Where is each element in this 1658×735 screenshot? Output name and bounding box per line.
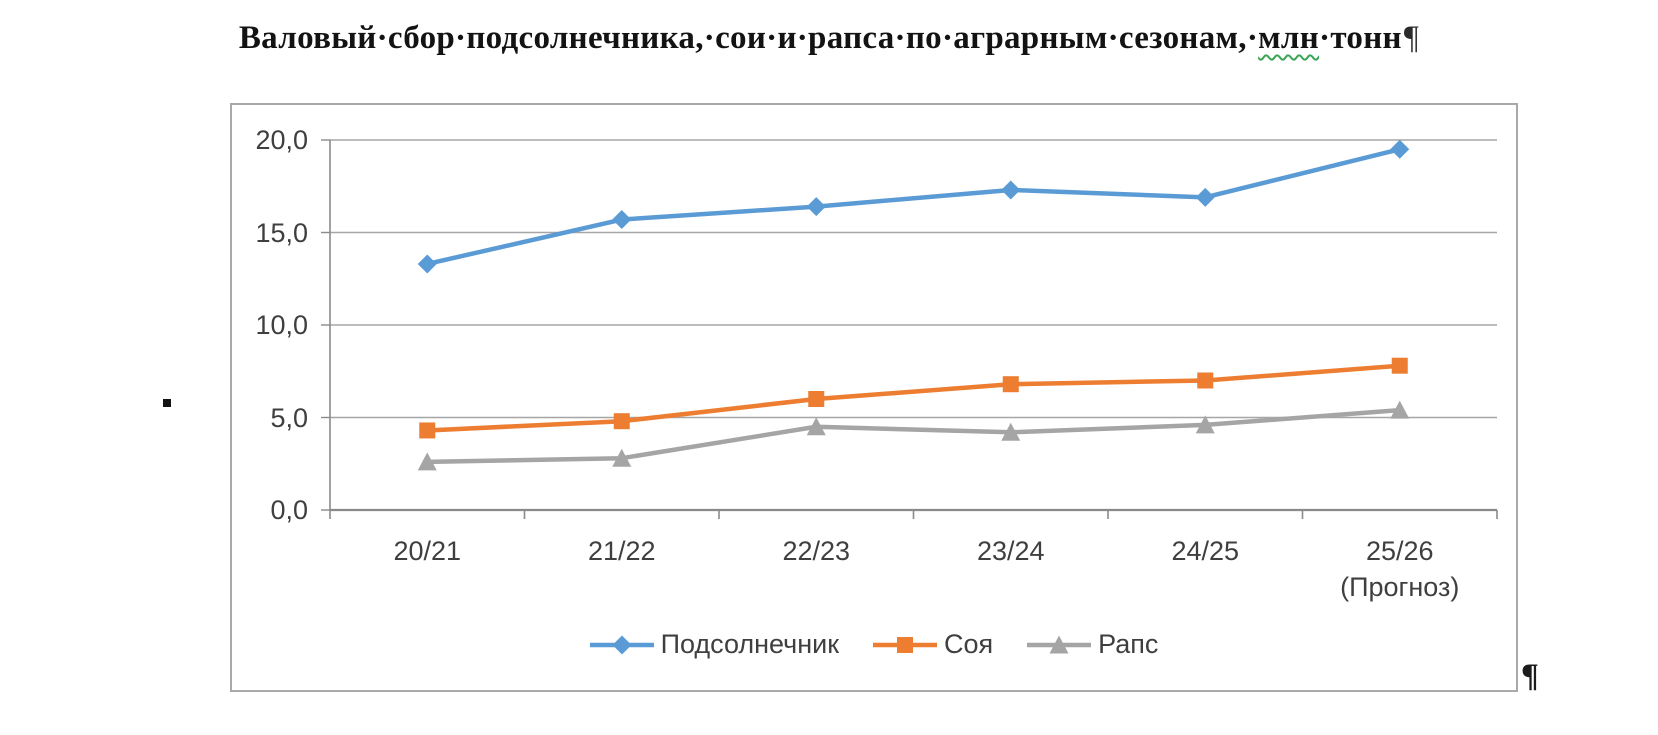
diamond-marker-icon xyxy=(589,635,654,654)
x-axis-category-label: 24/25 xyxy=(1171,536,1240,566)
document-title: Валовый·сбор·подсолнечника,·сои·и·рапса·… xyxy=(0,20,1658,57)
title-text-end: ·тонн xyxy=(1319,20,1402,56)
y-axis-tick-label: 0,0 xyxy=(270,495,308,525)
y-axis-tick-label: 15,0 xyxy=(255,217,308,248)
paragraph-mark-end-icon: ¶ xyxy=(1521,658,1539,694)
legend-label: Подсолнечник xyxy=(660,629,840,659)
paragraph-mark-icon: ¶ xyxy=(1403,20,1420,56)
legend-label: Рапс xyxy=(1098,629,1159,659)
x-axis-category-label: 21/22 xyxy=(587,536,656,566)
x-axis-category-label: 23/24 xyxy=(976,536,1045,566)
triangle-marker-icon xyxy=(1027,635,1092,653)
y-axis-tick-label: 5,0 xyxy=(270,402,308,433)
x-axis-category-note: (Прогноз) xyxy=(1340,572,1460,602)
x-axis-category-label: 25/26 (Прогноз) xyxy=(1302,533,1498,605)
y-axis-tick-label: 10,0 xyxy=(255,310,308,340)
line-chart-canvas xyxy=(321,139,1498,519)
chart-legend: Подсолнечник Соя Рапс xyxy=(232,629,1516,660)
square-marker-icon xyxy=(873,636,938,653)
title-text: Валовый·сбор·подсолнечника,·сои·и·рапса·… xyxy=(238,20,1259,56)
legend-label: Соя xyxy=(944,629,994,659)
legend-item: Подсолнечник xyxy=(589,629,840,660)
title-grammar-flagged-word: млн xyxy=(1258,20,1320,56)
legend-item: Рапс xyxy=(1027,629,1158,660)
anchor-bullet-mark xyxy=(163,399,171,407)
chart-object[interactable]: 0,0 5,0 10,0 15,0 20,0 20/21 21/22 22/23 23/24 2… xyxy=(230,103,1518,692)
y-axis-tick-label: 20,0 xyxy=(255,125,308,155)
x-axis-category-label: 22/23 xyxy=(782,536,851,566)
legend-item: Соя xyxy=(873,629,993,660)
x-axis-category-label: 20/21 xyxy=(393,536,462,566)
